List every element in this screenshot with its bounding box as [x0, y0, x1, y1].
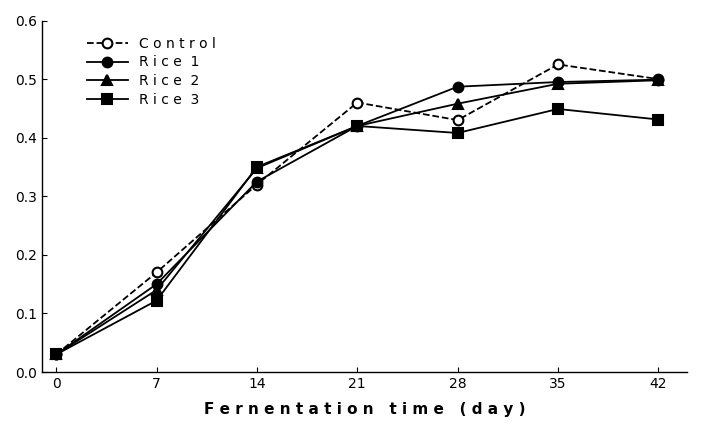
R i c e  3	[353, 124, 362, 129]
Line: C o n t r o l: C o n t r o l	[51, 60, 663, 359]
C o n t r o l	[554, 62, 562, 67]
R i c e  2	[554, 81, 562, 86]
Line: R i c e  2: R i c e 2	[51, 76, 663, 359]
C o n t r o l	[353, 100, 362, 105]
C o n t r o l	[152, 270, 161, 275]
R i c e  1	[554, 79, 562, 85]
C o n t r o l	[253, 182, 261, 187]
R i c e  2	[52, 352, 60, 357]
R i c e  1	[52, 352, 60, 357]
R i c e  1	[453, 84, 462, 89]
R i c e  2	[453, 101, 462, 106]
R i c e  1	[152, 282, 161, 287]
R i c e  1	[654, 77, 663, 82]
R i c e  3	[554, 106, 562, 111]
R i c e  1	[253, 179, 261, 184]
R i c e  3	[453, 130, 462, 136]
R i c e  3	[253, 165, 261, 170]
R i c e  2	[353, 124, 362, 129]
Line: R i c e  1: R i c e 1	[51, 75, 663, 359]
C o n t r o l	[654, 76, 663, 82]
C o n t r o l	[453, 118, 462, 123]
R i c e  3	[152, 298, 161, 303]
R i c e  3	[52, 352, 60, 357]
R i c e  1	[353, 124, 362, 129]
Line: R i c e  3: R i c e 3	[51, 104, 663, 359]
R i c e  3	[654, 117, 663, 122]
C o n t r o l	[52, 352, 60, 357]
R i c e  2	[253, 165, 261, 171]
R i c e  2	[152, 287, 161, 292]
R i c e  2	[654, 78, 663, 83]
X-axis label: F e r n e n t a t i o n   t i m e   ( d a y ): F e r n e n t a t i o n t i m e ( d a y …	[204, 402, 525, 417]
Legend: C o n t r o l, R i c e  1, R i c e  2, R i c e  3: C o n t r o l, R i c e 1, R i c e 2, R i…	[81, 31, 222, 113]
